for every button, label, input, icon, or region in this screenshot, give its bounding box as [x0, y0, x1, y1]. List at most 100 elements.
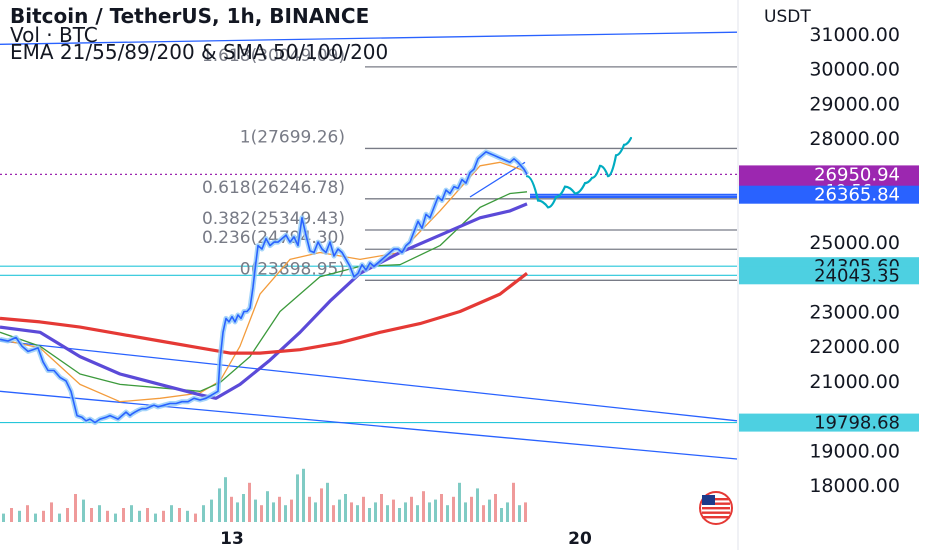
flag-stripe: [702, 507, 730, 510]
volume-bar: [344, 494, 347, 522]
volume-bar: [186, 510, 189, 522]
projection-path: [525, 136, 633, 209]
price-badge: [739, 266, 919, 285]
fib-level-label: 0(23898.95): [240, 259, 345, 279]
volume-bar: [446, 505, 449, 522]
volume-bar: [290, 499, 293, 522]
volume-bar: [98, 505, 101, 522]
volume-bar: [488, 499, 491, 522]
volume-bar: [434, 499, 437, 522]
volume-bar: [242, 494, 245, 522]
us-flag-icon[interactable]: [699, 491, 733, 525]
price-tick-label: 21000.00: [809, 371, 900, 393]
price-tick-label: 23000.00: [809, 302, 900, 324]
volume-bar: [50, 502, 53, 522]
trend-lines[interactable]: [0, 31, 738, 460]
volume-bar: [296, 474, 299, 522]
volume-bar: [248, 482, 251, 522]
volume-bar: [332, 505, 335, 522]
volume-bar: [66, 508, 69, 522]
volume-bar: [470, 496, 473, 522]
volume-bar: [230, 496, 233, 522]
volume-bar: [260, 505, 263, 522]
price-line: [0, 151, 528, 424]
volume-bar: [320, 488, 323, 522]
price-badge-label: 19798.68: [814, 413, 900, 434]
volume-bar: [272, 502, 275, 522]
volume-bar: [350, 502, 353, 522]
volume-bar: [482, 505, 485, 522]
volume-bar: [18, 510, 21, 522]
volume-bar: [10, 508, 13, 522]
volume-bar: [302, 468, 305, 522]
volume-bar: [308, 496, 311, 522]
volume-bar: [374, 502, 377, 522]
price-badge-label: 26365.84: [814, 185, 900, 206]
volume-bar: [146, 508, 149, 522]
fib-level-label: 0.618(26246.78): [202, 178, 345, 198]
volume-bar: [2, 513, 5, 522]
volume-bar: [34, 513, 37, 522]
volume-bar: [210, 499, 213, 522]
volume-bar: [524, 502, 527, 522]
volume-bar: [130, 505, 133, 522]
price-badge-label: 26950.94: [814, 164, 900, 185]
volume-bar: [368, 508, 371, 522]
volume-bar: [440, 494, 443, 522]
volume-bar: [82, 499, 85, 522]
indicators-label: EMA 21/55/89/200 & SMA 50/100/200: [10, 40, 389, 64]
price-badge-label: 24043.35: [814, 265, 900, 286]
time-tick-label: 13: [220, 529, 244, 549]
fib-level-label: 1(27699.26): [240, 127, 345, 147]
volume-bar: [356, 505, 359, 522]
price-tick-label: 19000.00: [809, 440, 900, 462]
volume-bar: [154, 513, 157, 522]
volume-bar: [74, 494, 77, 522]
volume-bar: [386, 505, 389, 522]
volume-bar: [266, 491, 269, 522]
volume-bar: [416, 505, 419, 522]
fib-level-label: 0.382(25349.43): [202, 209, 345, 229]
chart-title: Bitcoin / TetherUS, 1h, BINANCE: [10, 4, 370, 28]
volume-bar: [178, 508, 181, 522]
volume-bar: [314, 502, 317, 522]
volume-bar: [464, 502, 467, 522]
volume-bar: [392, 499, 395, 522]
trend-line: [0, 340, 738, 422]
flag-stripe: [702, 516, 730, 519]
price-tick-label: 31000.00: [809, 24, 900, 46]
volume-bar: [476, 488, 479, 522]
fib-level-label: 1.618(30049.09): [202, 46, 345, 66]
fibonacci-retracement[interactable]: 1.618(30049.09) 1(27699.26) 0.618(26246.78…: [202, 46, 737, 281]
ma-line: [0, 202, 528, 400]
volume-bar: [254, 499, 257, 522]
volume-bar: [422, 491, 425, 522]
price-badge: [739, 185, 919, 204]
flag-stripe: [702, 502, 730, 505]
volume-bar: [114, 513, 117, 522]
volume-bar: [224, 477, 227, 522]
moving-averages: [0, 161, 528, 403]
price-series: [0, 149, 530, 425]
volume-bar: [278, 496, 281, 522]
volume-bar: [380, 494, 383, 522]
volume-bar: [106, 510, 109, 522]
price-tick-label: 30000.00: [809, 59, 900, 81]
volume-bar: [194, 513, 197, 522]
volume-bar: [494, 494, 497, 522]
volume-histogram: [2, 468, 527, 522]
price-tick-label: 29000.00: [809, 93, 900, 115]
trend-line: [0, 390, 738, 460]
horizontal-levels: [0, 173, 737, 424]
volume-bar: [428, 502, 431, 522]
volume-bar: [518, 505, 521, 522]
flag-stripe: [702, 511, 730, 514]
time-axis[interactable]: 13 20: [220, 529, 592, 549]
price-badges: 26950.9419:5626365.8424305.6024043.35197…: [739, 164, 919, 434]
volume-bar: [506, 502, 509, 522]
volume-bar: [452, 496, 455, 522]
axis-currency-label: USDT: [764, 7, 811, 27]
